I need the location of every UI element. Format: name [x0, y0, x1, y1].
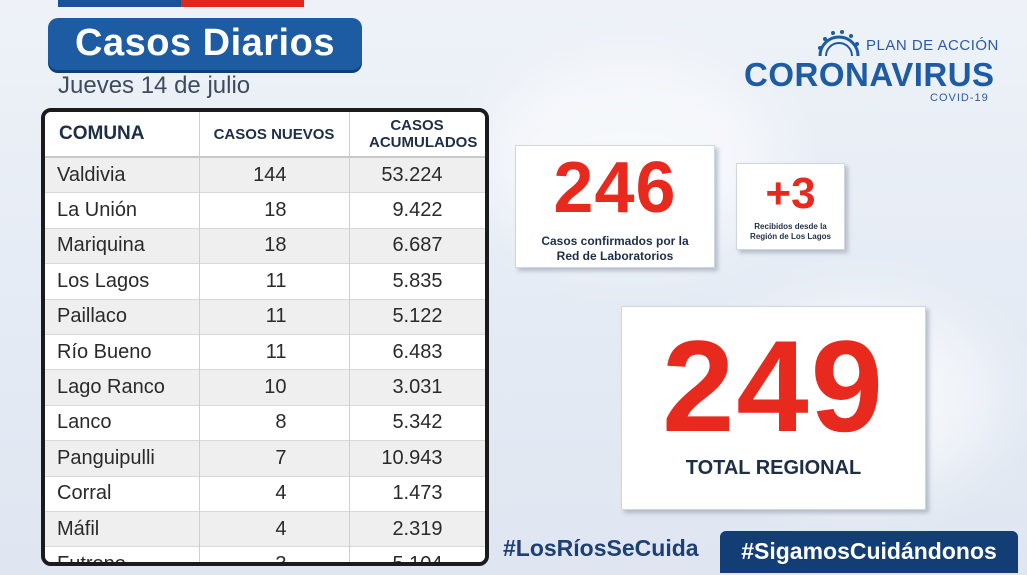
nuevos-cell: 3 [199, 546, 350, 562]
column-header-acumulados: CASOS ACUMULADOS [349, 112, 485, 158]
acumulados-cell: 9.422 [349, 192, 485, 229]
table-row: La Unión 18 9.422 [45, 192, 485, 229]
table-row: Paillaco 11 5.122 [45, 298, 485, 335]
comuna-cell: Futrono [45, 546, 200, 562]
table-header-row: COMUNA CASOS NUEVOS CASOS ACUMULADOS [45, 112, 485, 158]
total-value: 249 [662, 313, 885, 459]
table-row: Máfil 4 2.319 [45, 510, 485, 547]
comuna-cell: La Unión [45, 192, 200, 229]
nuevos-cell: 8 [199, 404, 350, 441]
comuna-cell: Panguipulli [45, 440, 200, 477]
column-header-nuevos: CASOS NUEVOS [199, 112, 350, 158]
table-row: Valdivia 144 53.224 [45, 156, 485, 193]
hashtag-los-rios: #LosRíosSeCuida [503, 535, 699, 561]
total-caption: TOTAL REGIONAL [685, 457, 862, 479]
comuna-cell: Los Lagos [45, 263, 200, 300]
comuna-cell: Corral [45, 475, 200, 512]
acumulados-cell: 10.943 [349, 440, 485, 477]
virus-icon [818, 30, 860, 57]
coronavirus-logo: PLAN DE ACCIÓN CORONAVIRUS COVID-19 [744, 28, 998, 108]
table-row: Lago Ranco 10 3.031 [45, 369, 485, 406]
acumulados-cell: 5.342 [349, 404, 485, 441]
acumulados-cell: 6.687 [349, 227, 485, 264]
column-header-comuna: COMUNA [45, 112, 200, 158]
nuevos-cell: 144 [199, 156, 350, 193]
table-row: Mariquina 18 6.687 [45, 227, 485, 264]
logo-plan-text: PLAN DE ACCIÓN [866, 37, 999, 54]
labs-caption-line1: Casos confirmados por la [541, 234, 689, 248]
acumulados-cell: 5.104 [349, 546, 485, 562]
received-card: +3 Recibidos desde la Región de Los Lago… [736, 163, 845, 250]
nuevos-cell: 18 [199, 227, 350, 264]
total-card: 249 TOTAL REGIONAL [621, 306, 926, 510]
received-caption-line1: Recibidos desde la [754, 222, 827, 231]
labs-caption-line2: Red de Laboratorios [556, 249, 674, 263]
acumulados-cell: 53.224 [349, 156, 485, 193]
nuevos-cell: 7 [199, 440, 350, 477]
nuevos-cell: 10 [199, 369, 350, 406]
acumulados-cell: 5.835 [349, 263, 485, 300]
table-body: Valdivia 144 53.224 La Unión 18 9.422 Mariquin… [45, 156, 485, 562]
page-title: Casos Diarios [75, 22, 335, 64]
cases-table: COMUNA CASOS NUEVOS CASOS ACUMULADOS Val… [41, 108, 489, 566]
nuevos-cell: 4 [199, 475, 350, 512]
comuna-cell: Río Bueno [45, 333, 200, 370]
hashtag-banner: #SigamosCuidándonos [720, 531, 1018, 573]
table-row: Los Lagos 11 5.835 [45, 263, 485, 300]
acumulados-cell: 3.031 [349, 369, 485, 406]
table-row: Lanco 8 5.342 [45, 404, 485, 441]
top-flag-bar [58, 0, 304, 7]
table-row: Corral 4 1.473 [45, 475, 485, 512]
table-row: Futrono 3 5.104 [45, 546, 485, 562]
logo-coronavirus-text: CORONAVIRUS [744, 56, 995, 93]
comuna-cell: Valdivia [45, 156, 200, 193]
nuevos-cell: 11 [199, 333, 350, 370]
date-label: Jueves 14 de julio [58, 72, 251, 99]
received-caption-line2: Región de Los Lagos [750, 232, 831, 241]
nuevos-cell: 11 [199, 263, 350, 300]
title-banner: Casos Diarios [48, 18, 362, 70]
acumulados-cell: 6.483 [349, 333, 485, 370]
hashtag-sigamos: #SigamosCuidándonos [741, 538, 997, 564]
comuna-cell: Mariquina [45, 227, 200, 264]
nuevos-cell: 11 [199, 298, 350, 335]
received-value: +3 [765, 169, 816, 218]
labs-card: 246 Casos confirmados por la Red de Labo… [515, 145, 715, 268]
acumulados-cell: 1.473 [349, 475, 485, 512]
comuna-cell: Máfil [45, 510, 200, 547]
column-header-acumulados-text: CASOS ACUMULADOS [369, 117, 478, 151]
comuna-cell: Paillaco [45, 298, 200, 335]
comuna-cell: Lanco [45, 404, 200, 441]
acumulados-cell: 5.122 [349, 298, 485, 335]
nuevos-cell: 4 [199, 510, 350, 547]
table-row: Panguipulli 7 10.943 [45, 440, 485, 477]
logo-covid-text: COVID-19 [930, 92, 989, 104]
acumulados-cell: 2.319 [349, 510, 485, 547]
table-row: Río Bueno 11 6.483 [45, 333, 485, 370]
labs-value: 246 [553, 148, 677, 228]
comuna-cell: Lago Ranco [45, 369, 200, 406]
nuevos-cell: 18 [199, 192, 350, 229]
